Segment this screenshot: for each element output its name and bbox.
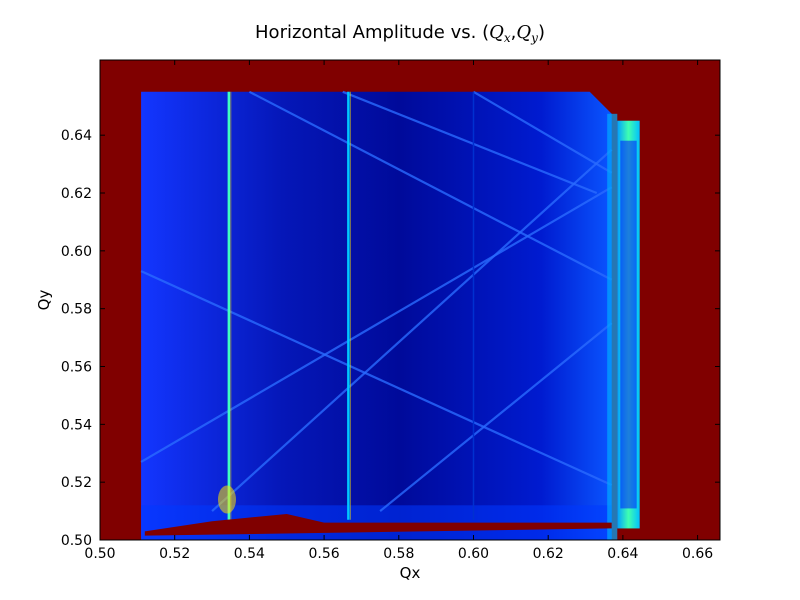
title-sep: ,: [510, 22, 517, 43]
diagonal-resonance-line: [472, 90, 613, 174]
bottom-saturated-region: [144, 513, 612, 536]
x-tick-label: 0.58: [383, 546, 414, 562]
hot-spot: [217, 485, 236, 514]
right-band-core: [620, 140, 637, 509]
x-tick-label: 0.64: [607, 546, 638, 562]
diagonal-resonance-line: [140, 270, 613, 487]
y-tick-label: 0.58: [61, 302, 92, 318]
axis-labels: Qx Qy: [35, 290, 420, 582]
x-tick-label: 0.56: [309, 546, 340, 562]
x-tick-label: 0.50: [84, 546, 115, 562]
title-sub-y: y: [531, 31, 538, 45]
x-tick-label: 0.52: [159, 546, 190, 562]
x-tick-label: 0.60: [458, 546, 489, 562]
diagonal-resonance-line: [342, 90, 598, 195]
y-axis-label: Qy: [35, 290, 53, 311]
title-prefix: Horizontal Amplitude vs. (: [255, 22, 490, 43]
x-tick-label: 0.54: [234, 546, 265, 562]
chart-title: Horizontal Amplitude vs. (Qx,Qy): [0, 22, 800, 45]
y-tick-label: 0.50: [61, 533, 92, 549]
diagonal-resonance-line: [140, 186, 613, 463]
title-sub-x: x: [503, 31, 511, 45]
diagonal-resonance-line: [248, 90, 613, 281]
x-tick-label: 0.62: [533, 546, 564, 562]
amplitude-field: [141, 91, 612, 540]
heatmap-area: [100, 60, 720, 540]
x-tick-label: 0.66: [682, 546, 713, 562]
plot-frame: [99, 59, 721, 541]
y-tick-label: 0.52: [61, 475, 92, 491]
title-q-x: Q: [489, 22, 504, 43]
axis-ticks: 0.50 0.52 0.54 0.56 0.58 0.60 0.62 0.64 0.66 0.50…: [61, 60, 720, 562]
diagonal-resonance-line: [211, 148, 613, 512]
x-axis-label: Qx: [400, 564, 421, 582]
y-tick-label: 0.64: [61, 128, 92, 144]
y-tick-label: 0.56: [61, 360, 92, 376]
y-tick-label: 0.62: [61, 186, 92, 202]
title-suffix: ): [537, 22, 545, 43]
right-edge-glow: [607, 113, 618, 540]
title-q-y: Q: [516, 22, 532, 43]
diagonal-resonance-line: [379, 322, 613, 512]
y-tick-label: 0.60: [61, 244, 92, 260]
y-tick-label: 0.54: [61, 417, 92, 433]
